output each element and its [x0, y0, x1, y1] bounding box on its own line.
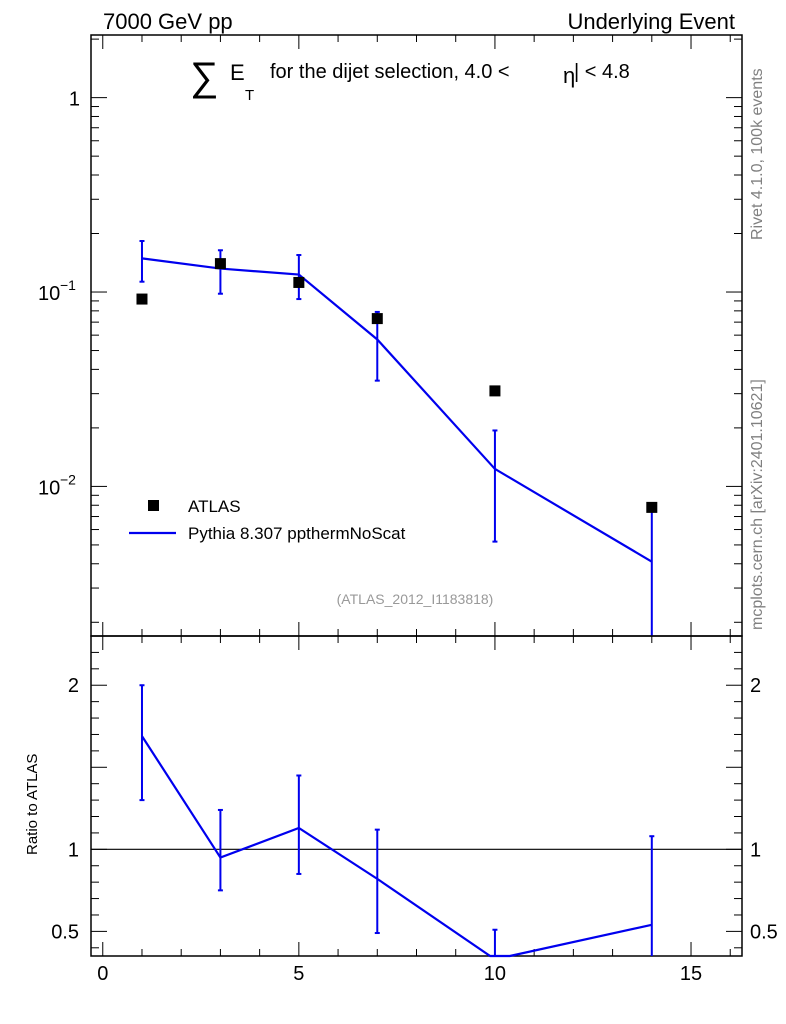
ratio-error-bars — [139, 684, 655, 956]
mc-error-bars — [139, 240, 655, 636]
data-point — [371, 313, 383, 325]
ratio-x-tick-labels: 0 5 10 15 — [97, 963, 702, 985]
ratio-y-axis-label: Ratio to ATLAS — [24, 754, 41, 855]
ratio-x-tick-label: 0 — [97, 963, 108, 985]
header-left: 7000 GeV pp — [103, 9, 233, 34]
mcplots-label: mcplots.cern.ch [arXiv:2401.10621] — [749, 379, 766, 630]
data-point — [646, 501, 658, 513]
ratio-y-tick-labels-left: 0.5 1 2 — [51, 675, 79, 943]
legend-data-label: ATLAS — [188, 497, 241, 516]
ratio-axis-ticks — [91, 636, 742, 956]
data-point — [293, 276, 305, 288]
ratio-y-tick-label-right: 2 — [750, 675, 761, 697]
rivet-label: Rivet 4.1.0, 100k events — [749, 68, 766, 240]
data-points — [136, 258, 658, 513]
main-axis-ticks — [91, 35, 742, 636]
title-sum-symbol: ∑ — [190, 55, 219, 99]
ratio-x-tick-label: 10 — [484, 963, 506, 985]
ratio-x-tick-label: 15 — [680, 963, 702, 985]
plot-title: ∑ E T for the dijet selection, 4.0 < η |… — [190, 55, 630, 104]
ratio-plot-frame — [90, 635, 743, 957]
analysis-label: (ATLAS_2012_I1183818) — [337, 591, 494, 607]
ratio-y-tick-labels-right: 0.5 1 2 — [750, 675, 778, 943]
main-y-tick-exponent: −2 — [60, 471, 76, 487]
title-text: for the dijet selection, 4.0 < — [270, 61, 510, 83]
ratio-y-tick-label-left: 1 — [68, 839, 79, 861]
ratio-x-tick-label: 5 — [293, 963, 304, 985]
data-point — [214, 258, 226, 270]
data-point — [136, 293, 148, 305]
main-y-tick-label: 10 — [38, 283, 60, 305]
main-panel: 110−110−2 ATLAS Pythia 8.307 ppthermNoSc… — [38, 34, 743, 637]
ratio-panel: 0.5 1 2 0.5 1 2 0 5 10 15 Ratio to ATLAS — [24, 635, 778, 985]
main-y-tick-label: 1 — [69, 89, 80, 111]
legend: ATLAS Pythia 8.307 ppthermNoScat — [129, 497, 406, 543]
main-y-tick-labels: 110−110−2 — [38, 89, 80, 500]
header-right: Underlying Event — [567, 9, 735, 34]
ratio-y-tick-label-right: 0.5 — [750, 921, 778, 943]
legend-data-marker — [148, 500, 159, 511]
main-y-tick-exponent: −1 — [60, 277, 76, 293]
title-eta: η — [563, 63, 575, 88]
title-t-subscript: T — [245, 87, 254, 104]
ratio-y-tick-label-left: 2 — [68, 675, 79, 697]
title-text-end: | < 4.8 — [574, 61, 630, 83]
main-y-tick-label: 10 — [38, 477, 60, 499]
mc-line — [141, 257, 653, 563]
title-e-letter: E — [230, 60, 245, 85]
legend-mc-label: Pythia 8.307 ppthermNoScat — [188, 524, 406, 543]
ratio-line — [141, 735, 653, 958]
ratio-y-tick-label-left: 0.5 — [51, 921, 79, 943]
main-plot-frame — [90, 34, 743, 637]
ratio-y-tick-label-right: 1 — [750, 839, 761, 861]
data-point — [489, 385, 501, 397]
